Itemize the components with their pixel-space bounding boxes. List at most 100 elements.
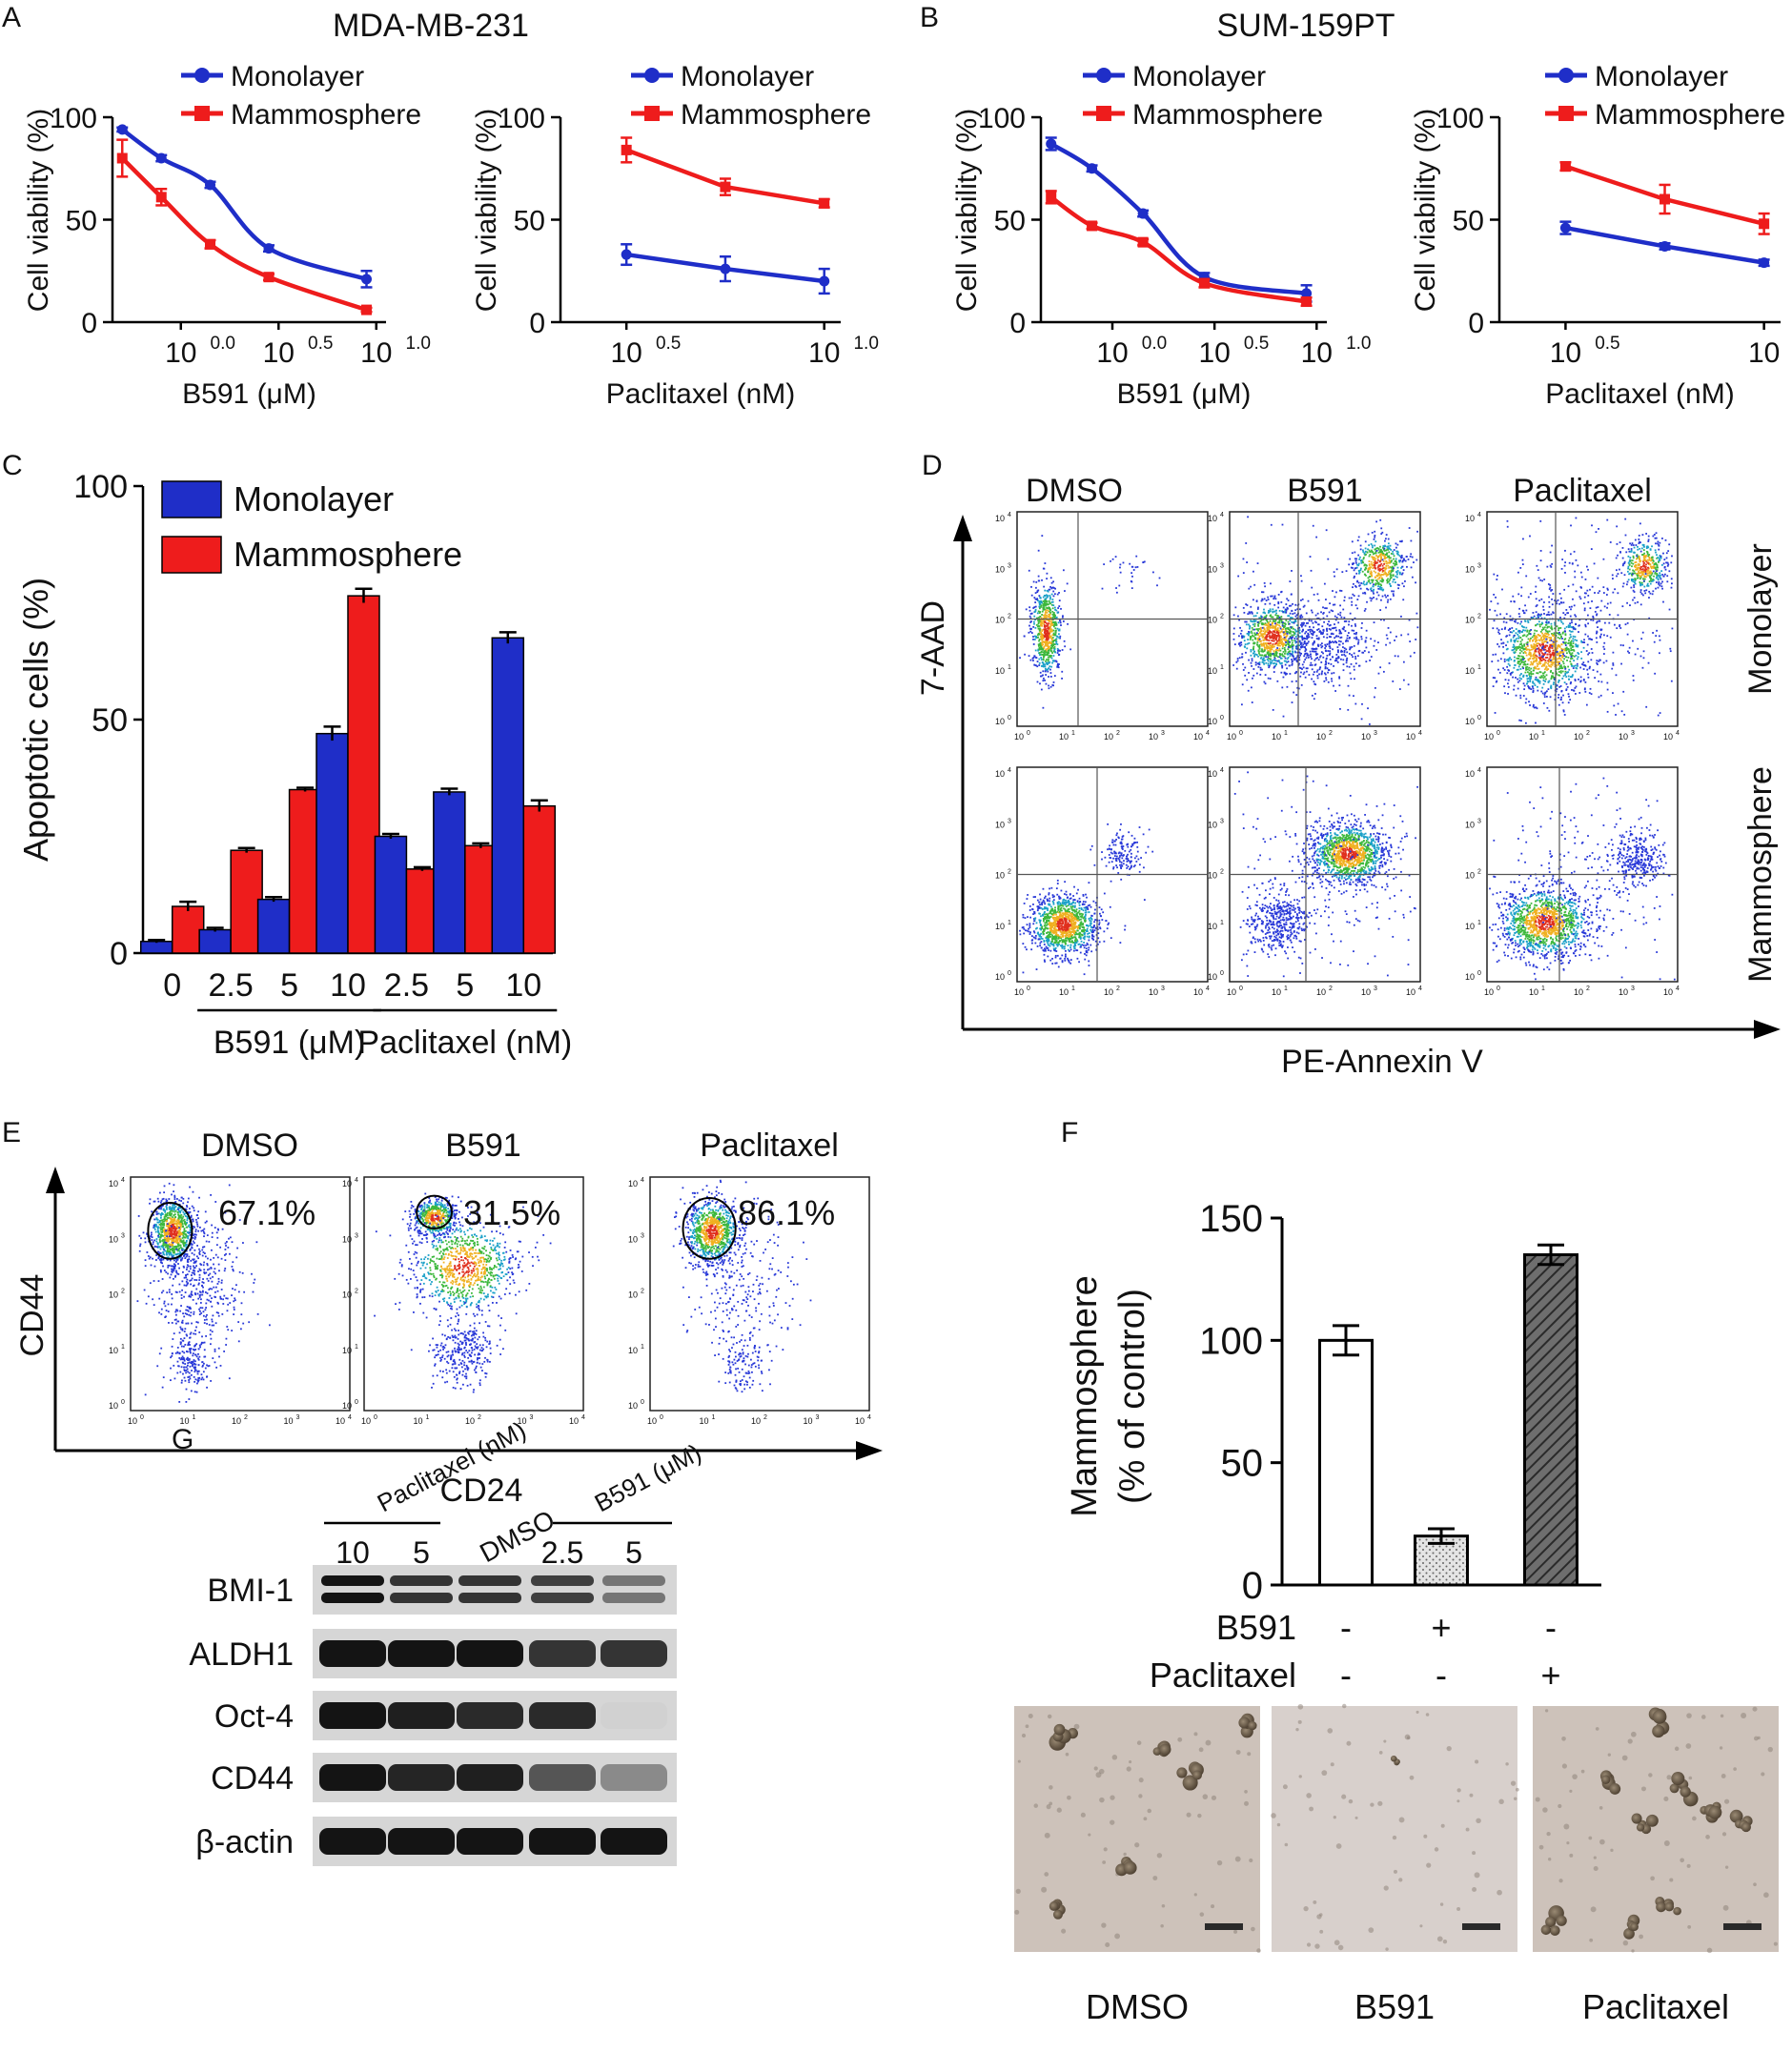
event-dot <box>1293 672 1296 675</box>
event-dot <box>1266 636 1269 639</box>
event-dot <box>1232 614 1235 617</box>
event-dot <box>1582 679 1585 681</box>
event-dot <box>1318 668 1321 671</box>
event-dot <box>1385 606 1387 609</box>
event-dot <box>1521 625 1524 628</box>
event-dot <box>1559 627 1562 629</box>
event-dot <box>1334 603 1336 606</box>
event-dot <box>1392 575 1395 578</box>
event-dot <box>1379 666 1382 669</box>
event-dot <box>1262 626 1265 629</box>
event-dot <box>1037 620 1039 621</box>
event-dot <box>1269 632 1271 635</box>
event-dot <box>1050 603 1053 606</box>
event-dot <box>1298 626 1301 629</box>
event-dot <box>1252 668 1255 670</box>
event-dot <box>1034 608 1037 611</box>
event-dot <box>1535 648 1537 651</box>
event-dot <box>1645 545 1648 548</box>
event-dot <box>1265 646 1268 649</box>
x-tick-base: 10 <box>263 337 295 369</box>
event-dot <box>1516 647 1518 650</box>
event-dot <box>1634 561 1637 564</box>
event-dot <box>1247 639 1250 640</box>
event-dot <box>1365 574 1367 577</box>
event-dot <box>1300 646 1303 649</box>
event-dot <box>1036 665 1039 668</box>
event-dot <box>1385 572 1387 575</box>
event-dot <box>1513 684 1516 687</box>
event-dot <box>1587 568 1589 571</box>
event-dot <box>1317 645 1320 647</box>
event-dot <box>1049 627 1051 630</box>
event-dot <box>1643 585 1646 588</box>
event-dot <box>1562 710 1565 713</box>
event-dot <box>1374 544 1376 547</box>
event-dot <box>1630 544 1633 546</box>
event-dot <box>1046 609 1048 612</box>
event-dot <box>1364 566 1367 569</box>
event-dot <box>1261 623 1264 626</box>
event-dot <box>1563 564 1566 567</box>
event-dot <box>1286 640 1288 642</box>
data-point <box>263 243 275 254</box>
event-dot <box>1374 558 1376 560</box>
event-dot <box>1549 586 1552 589</box>
event-dot <box>1643 561 1645 564</box>
event-dot <box>1662 575 1665 578</box>
event-dot <box>1660 574 1662 577</box>
event-dot <box>1554 627 1556 630</box>
event-dot <box>1324 643 1327 646</box>
event-dot <box>1375 598 1378 600</box>
event-dot <box>1636 568 1639 571</box>
event-dot <box>1546 638 1549 640</box>
event-dot <box>1044 630 1047 633</box>
event-dot <box>1043 585 1046 588</box>
event-dot <box>1047 652 1049 655</box>
event-dot <box>1114 556 1117 559</box>
event-dot <box>1033 606 1036 609</box>
event-dot <box>1659 639 1661 641</box>
x-tick-exponent: 0.5 <box>1595 334 1619 354</box>
event-dot <box>1361 651 1364 654</box>
event-dot <box>1645 705 1648 708</box>
event-dot <box>1049 577 1052 579</box>
event-dot <box>1496 680 1498 682</box>
event-dot <box>1565 676 1568 678</box>
event-dot <box>1287 631 1289 633</box>
event-dot <box>1313 631 1314 634</box>
event-dot <box>1328 645 1331 648</box>
event-dot <box>1554 639 1556 641</box>
event-dot <box>1534 636 1536 639</box>
event-dot <box>1258 627 1260 630</box>
event-dot <box>1523 663 1526 666</box>
event-dot <box>1658 576 1660 578</box>
event-dot <box>1642 544 1645 547</box>
event-dot <box>1384 545 1387 547</box>
event-dot <box>1550 638 1553 640</box>
event-dot <box>1351 654 1353 657</box>
event-dot <box>1263 655 1266 658</box>
axis-tick-base: 10 <box>995 769 1005 779</box>
event-dot <box>1251 701 1253 703</box>
event-dot <box>1281 621 1284 623</box>
event-dot <box>1587 653 1590 656</box>
event-dot <box>1645 555 1648 557</box>
event-dot <box>1313 648 1315 650</box>
event-dot <box>1411 576 1414 579</box>
event-dot <box>1558 685 1561 688</box>
event-dot <box>1250 661 1252 664</box>
event-dot <box>1385 560 1388 562</box>
event-dot <box>1320 631 1323 634</box>
event-dot <box>1539 638 1542 640</box>
event-dot <box>1336 657 1339 660</box>
event-dot <box>1256 628 1259 631</box>
event-dot <box>1322 617 1325 620</box>
event-dot <box>1560 696 1562 699</box>
event-dot <box>1549 551 1552 554</box>
event-dot <box>1049 598 1051 600</box>
event-dot <box>1500 628 1503 631</box>
event-dot <box>1293 620 1295 623</box>
event-dot <box>1047 610 1049 612</box>
